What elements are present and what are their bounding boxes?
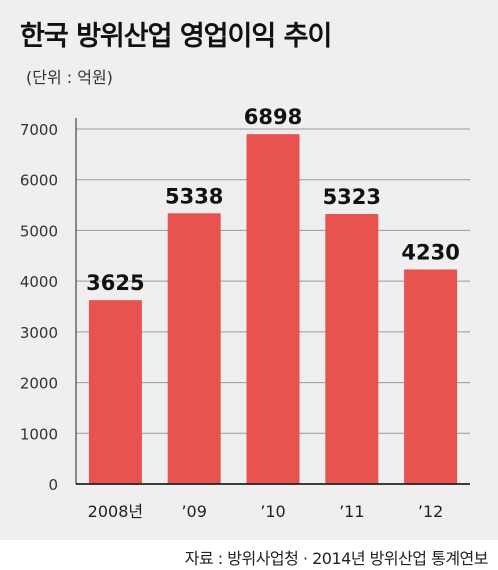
chart-title: 한국 방위산업 영업이익 추이 (20, 21, 332, 52)
bar (325, 214, 379, 484)
x-tick-label: ’12 (418, 502, 443, 521)
x-tick-label: ’11 (339, 502, 364, 521)
y-tick-label: 0 (48, 476, 58, 494)
y-tick-label: 7000 (20, 121, 58, 139)
x-tick-label: 2008년 (88, 502, 143, 521)
y-tick-label: 4000 (20, 273, 58, 291)
y-tick-label: 5000 (20, 222, 58, 240)
bar-chart: 0 1000 2000 3000 4000 5000 6000 7000 3625 2008년 53… (20, 105, 470, 521)
bar (246, 134, 300, 484)
bar-value-label: 5323 (323, 185, 381, 209)
x-tick-label: ’09 (181, 502, 206, 521)
y-tick-label: 6000 (20, 172, 58, 190)
y-tick-label: 3000 (20, 324, 58, 342)
source-note: 자료 : 방위사업청 · 2014년 방위산업 통계연보 (184, 549, 489, 568)
bar (88, 300, 142, 484)
x-tick-label: ’10 (260, 502, 285, 521)
bar (404, 269, 458, 484)
bar-value-label: 6898 (244, 105, 302, 129)
y-tick-label: 2000 (20, 375, 58, 393)
y-tick-label: 1000 (20, 425, 58, 443)
bar-value-label: 5338 (165, 184, 223, 208)
bar-value-label: 4230 (401, 240, 459, 264)
bar-value-label: 3625 (86, 271, 144, 295)
unit-label: (단위 : 억원) (26, 68, 113, 87)
bar (167, 213, 221, 484)
